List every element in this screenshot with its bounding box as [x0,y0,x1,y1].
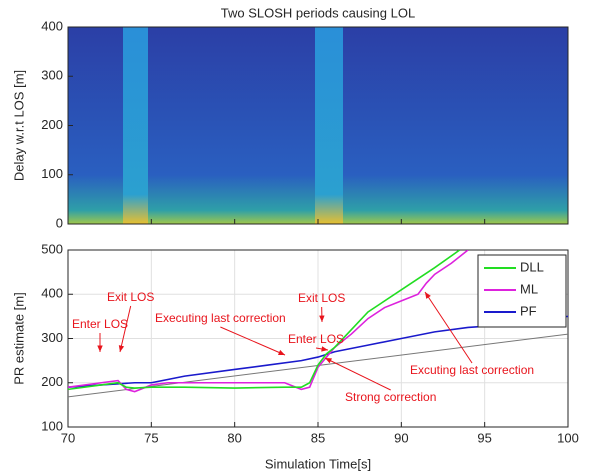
x-tick-label: 80 [227,430,241,445]
annotation: Exit LOS [298,291,345,305]
x-tick-label: 95 [477,430,491,445]
annotation: Enter LOS [288,332,344,346]
annotation: Strong correction [345,390,436,404]
annotation: Exit LOS [107,290,154,304]
annotation: Excuting last correction [410,363,534,377]
y-axis-label: Delay w.r.t LOS [m] [11,70,26,181]
y-tick-label: 100 [41,166,63,181]
annotation-arrow [324,357,391,391]
arrow-head [97,345,103,352]
heatmap-texture [123,27,148,224]
annotation: Enter LOS [72,317,128,331]
x-tick-label: 70 [61,430,75,445]
x-axis-label: Simulation Time[s] [265,456,371,471]
axes-box [67,26,569,225]
legend-label: ML [520,281,538,296]
series-line [68,250,469,393]
arrow-head [325,358,332,364]
axes-box [67,249,569,428]
y-axis-label: PR estimate [m] [11,292,26,384]
annotation-arrow [119,305,132,353]
annotation-arrow [220,326,286,356]
x-tick-label: 85 [311,430,325,445]
y-tick-label: 200 [41,117,63,132]
arrow-head [118,345,125,352]
annotation: Executing last correction [155,311,286,325]
y-tick-label: 300 [41,68,63,83]
legend-label: DLL [520,259,544,274]
y-tick-label: 300 [41,330,63,345]
y-tick-label: 400 [41,286,63,301]
x-tick-label: 100 [557,430,579,445]
annotation-arrow [424,291,473,364]
y-tick-label: 100 [41,418,63,433]
chart-title: Two SLOSH periods causing LOL [221,5,415,20]
series-line [68,250,461,391]
arrow-head [278,349,285,355]
legend-label: PF [520,303,537,318]
arrow-head [319,315,325,322]
heatmap-texture [315,27,343,224]
x-tick-label: 90 [394,430,408,445]
y-tick-label: 500 [41,241,63,256]
arrow-head [425,292,431,299]
arrow-head [321,346,328,352]
y-tick-label: 200 [41,374,63,389]
x-tick-label: 75 [144,430,158,445]
y-tick-label: 400 [41,18,63,33]
y-tick-label: 0 [56,215,63,230]
